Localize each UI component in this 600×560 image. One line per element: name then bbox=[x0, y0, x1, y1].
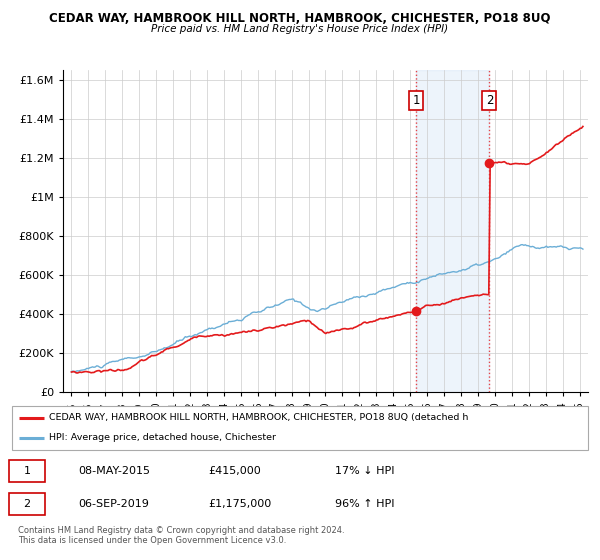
Text: 1: 1 bbox=[412, 94, 420, 107]
Bar bbox=[416, 70, 490, 392]
Text: Contains HM Land Registry data © Crown copyright and database right 2024.: Contains HM Land Registry data © Crown c… bbox=[18, 526, 344, 535]
FancyBboxPatch shape bbox=[9, 460, 45, 482]
Text: 08-MAY-2015: 08-MAY-2015 bbox=[78, 466, 150, 477]
Text: 1: 1 bbox=[23, 466, 31, 477]
Text: £415,000: £415,000 bbox=[208, 466, 260, 477]
Text: 2: 2 bbox=[23, 499, 31, 509]
FancyBboxPatch shape bbox=[9, 493, 45, 515]
Text: CEDAR WAY, HAMBROOK HILL NORTH, HAMBROOK, CHICHESTER, PO18 8UQ: CEDAR WAY, HAMBROOK HILL NORTH, HAMBROOK… bbox=[49, 12, 551, 25]
Text: This data is licensed under the Open Government Licence v3.0.: This data is licensed under the Open Gov… bbox=[18, 536, 286, 545]
FancyBboxPatch shape bbox=[12, 406, 588, 450]
Text: CEDAR WAY, HAMBROOK HILL NORTH, HAMBROOK, CHICHESTER, PO18 8UQ (detached h: CEDAR WAY, HAMBROOK HILL NORTH, HAMBROOK… bbox=[49, 413, 469, 422]
Text: 17% ↓ HPI: 17% ↓ HPI bbox=[335, 466, 394, 477]
Text: £1,175,000: £1,175,000 bbox=[208, 499, 271, 509]
Text: Price paid vs. HM Land Registry's House Price Index (HPI): Price paid vs. HM Land Registry's House … bbox=[151, 24, 449, 34]
Text: 06-SEP-2019: 06-SEP-2019 bbox=[78, 499, 149, 509]
Text: HPI: Average price, detached house, Chichester: HPI: Average price, detached house, Chic… bbox=[49, 433, 277, 442]
Text: 96% ↑ HPI: 96% ↑ HPI bbox=[335, 499, 394, 509]
Text: 2: 2 bbox=[485, 94, 493, 107]
